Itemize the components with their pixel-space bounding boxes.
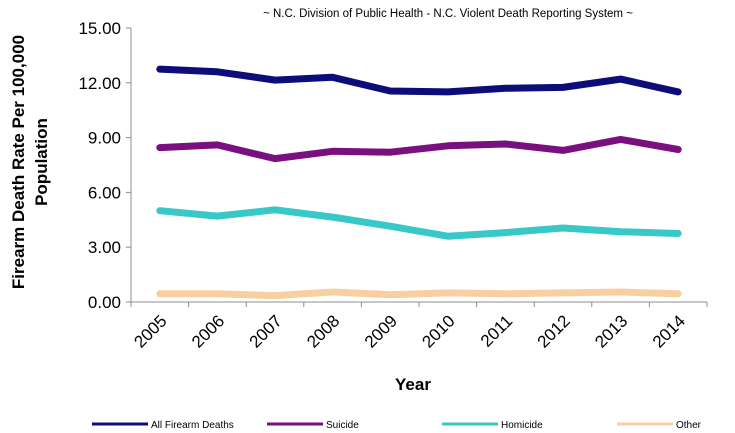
legend-label: Suicide <box>326 420 359 431</box>
legend-label: Other <box>676 420 702 431</box>
legend-label: All Firearm Deaths <box>151 420 234 431</box>
chart-title: ~ N.C. Division of Public Health - N.C. … <box>263 8 633 20</box>
x-tick-label: 2011 <box>477 311 516 350</box>
x-tick-label: 2013 <box>591 311 631 351</box>
x-tick-label: 2008 <box>303 311 343 351</box>
y-tick-label: 0.00 <box>88 293 121 312</box>
y-tick-label: 6.00 <box>88 183 121 202</box>
x-tick-label: 2006 <box>188 311 228 351</box>
series-line-all-firearm-deaths <box>156 65 682 96</box>
series-line-other <box>156 288 682 300</box>
y-tick-label: 12.00 <box>78 74 121 93</box>
x-tick-label: 2009 <box>361 311 401 351</box>
series-line-homicide <box>156 206 682 240</box>
x-tick-label: 2007 <box>246 311 286 351</box>
legend-label: Homicide <box>501 420 543 431</box>
series-layer <box>156 65 682 300</box>
x-axis-title: Year <box>395 375 431 394</box>
x-tick-label: 2012 <box>534 311 574 351</box>
x-tick-label: 2005 <box>130 311 170 351</box>
series-line-suicide <box>156 135 682 163</box>
x-tick-label: 2014 <box>649 311 689 351</box>
y-axis-title-line-1: Firearm Death Rate Per 100,000 <box>9 35 28 289</box>
y-tick-label: 3.00 <box>88 238 121 257</box>
y-axis-title-line-2: Population <box>32 118 51 206</box>
y-tick-label: 9.00 <box>88 129 121 148</box>
legend: All Firearm Deaths Suicide Homicide Other <box>92 420 702 431</box>
y-tick-label: 15.00 <box>78 19 121 38</box>
x-tick-label: 2010 <box>418 311 458 351</box>
